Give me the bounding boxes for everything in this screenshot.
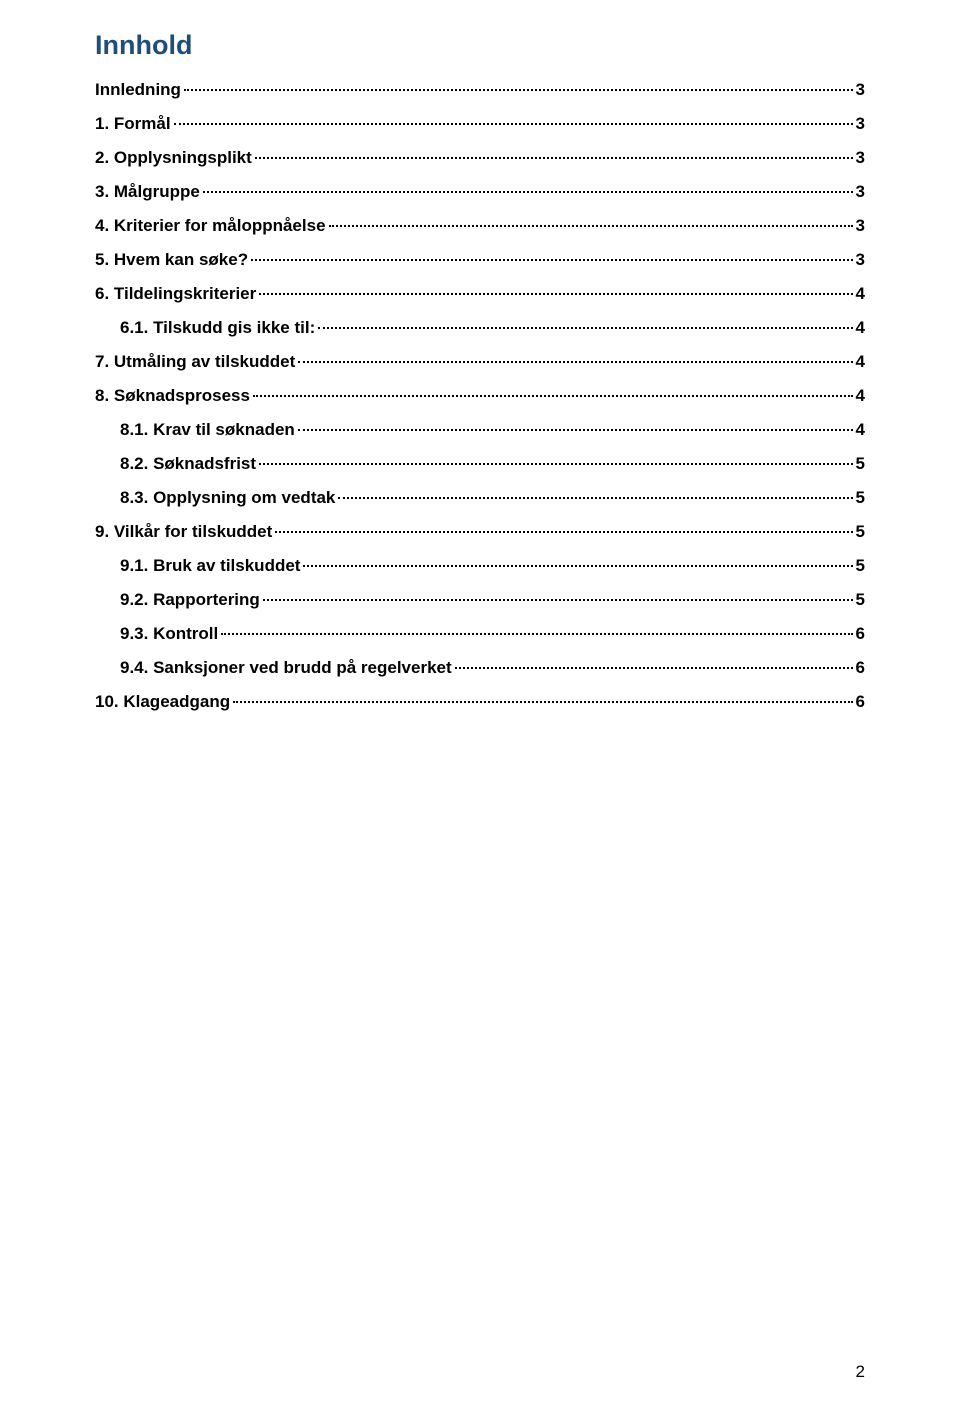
toc-leader — [455, 667, 853, 669]
toc-entry-page: 3 — [856, 73, 865, 107]
toc-entry-page: 4 — [856, 345, 865, 379]
toc-entry[interactable]: 8. Søknadsprosess 4 — [95, 379, 865, 413]
toc-entry[interactable]: 5. Hvem kan søke? 3 — [95, 243, 865, 277]
toc-leader — [338, 497, 852, 499]
toc-title: Innhold — [95, 30, 865, 61]
toc-entry-label: Innledning — [95, 73, 181, 107]
toc-leader — [255, 157, 853, 159]
toc-entry-page: 5 — [856, 447, 865, 481]
toc-entry[interactable]: 9. Vilkår for tilskuddet 5 — [95, 515, 865, 549]
toc-leader — [233, 701, 852, 703]
toc-entry[interactable]: 9.4. Sanksjoner ved brudd på regelverket… — [95, 651, 865, 685]
toc-entry-page: 5 — [856, 515, 865, 549]
toc-entry-page: 3 — [856, 209, 865, 243]
toc-leader — [298, 429, 853, 431]
toc-entry-label: 9. Vilkår for tilskuddet — [95, 515, 272, 549]
toc-leader — [263, 599, 853, 601]
toc-leader — [298, 361, 852, 363]
toc-entry[interactable]: 6.1. Tilskudd gis ikke til: 4 — [95, 311, 865, 345]
toc-leader — [251, 259, 852, 261]
toc-entry-page: 3 — [856, 141, 865, 175]
toc-entry-label: 10. Klageadgang — [95, 685, 230, 719]
toc-leader — [253, 395, 853, 397]
toc-leader — [221, 633, 852, 635]
toc-entry-label: 8.2. Søknadsfrist — [120, 447, 256, 481]
toc-entry[interactable]: 6. Tildelingskriterier 4 — [95, 277, 865, 311]
toc-entry[interactable]: 3. Målgruppe 3 — [95, 175, 865, 209]
toc-leader — [329, 225, 853, 227]
toc-entry[interactable]: Innledning 3 — [95, 73, 865, 107]
page-number: 2 — [856, 1362, 865, 1382]
toc-leader — [259, 293, 852, 295]
toc-leader — [174, 123, 853, 125]
toc-entry-label: 6.1. Tilskudd gis ikke til: — [120, 311, 315, 345]
toc-entry-label: 4. Kriterier for måloppnåelse — [95, 209, 326, 243]
toc-entry-page: 6 — [856, 685, 865, 719]
document-page: Innhold Innledning31. Formål32. Opplysni… — [0, 0, 960, 719]
toc-entry-page: 4 — [856, 311, 865, 345]
toc-entry[interactable]: 10. Klageadgang 6 — [95, 685, 865, 719]
toc-entry-page: 3 — [856, 107, 865, 141]
toc-entry-label: 9.2. Rapportering — [120, 583, 260, 617]
toc-entry-page: 4 — [856, 277, 865, 311]
toc-entry-label: 3. Målgruppe — [95, 175, 200, 209]
toc-leader — [303, 565, 852, 567]
toc-entry-page: 4 — [856, 413, 865, 447]
toc-leader — [259, 463, 852, 465]
toc-leader — [275, 531, 852, 533]
toc-entry-page: 3 — [856, 175, 865, 209]
toc-entry[interactable]: 7. Utmåling av tilskuddet 4 — [95, 345, 865, 379]
toc-entry-page: 5 — [856, 481, 865, 515]
toc-entry[interactable]: 9.1. Bruk av tilskuddet 5 — [95, 549, 865, 583]
toc-entry-label: 9.4. Sanksjoner ved brudd på regelverket — [120, 651, 452, 685]
toc-entry-label: 9.1. Bruk av tilskuddet — [120, 549, 300, 583]
toc-entry[interactable]: 8.3. Opplysning om vedtak 5 — [95, 481, 865, 515]
toc-list: Innledning31. Formål32. Opplysningsplikt… — [95, 73, 865, 719]
toc-entry[interactable]: 2. Opplysningsplikt 3 — [95, 141, 865, 175]
toc-entry-label: 2. Opplysningsplikt — [95, 141, 252, 175]
toc-entry-label: 8. Søknadsprosess — [95, 379, 250, 413]
toc-entry[interactable]: 9.2. Rapportering 5 — [95, 583, 865, 617]
toc-entry[interactable]: 9.3. Kontroll 6 — [95, 617, 865, 651]
toc-leader — [203, 191, 853, 193]
toc-entry-page: 3 — [856, 243, 865, 277]
toc-entry[interactable]: 4. Kriterier for måloppnåelse 3 — [95, 209, 865, 243]
toc-entry-label: 9.3. Kontroll — [120, 617, 218, 651]
toc-entry-label: 1. Formål — [95, 107, 171, 141]
toc-leader — [184, 89, 853, 91]
toc-entry-page: 6 — [856, 651, 865, 685]
toc-entry-label: 8.3. Opplysning om vedtak — [120, 481, 335, 515]
toc-entry[interactable]: 1. Formål 3 — [95, 107, 865, 141]
toc-entry-label: 7. Utmåling av tilskuddet — [95, 345, 295, 379]
toc-entry-page: 4 — [856, 379, 865, 413]
toc-entry[interactable]: 8.2. Søknadsfrist 5 — [95, 447, 865, 481]
toc-entry-page: 6 — [856, 617, 865, 651]
toc-entry-page: 5 — [856, 549, 865, 583]
toc-entry-label: 6. Tildelingskriterier — [95, 277, 256, 311]
toc-leader — [318, 327, 852, 329]
toc-entry-page: 5 — [856, 583, 865, 617]
toc-entry-label: 8.1. Krav til søknaden — [120, 413, 295, 447]
toc-entry[interactable]: 8.1. Krav til søknaden 4 — [95, 413, 865, 447]
toc-entry-label: 5. Hvem kan søke? — [95, 243, 248, 277]
